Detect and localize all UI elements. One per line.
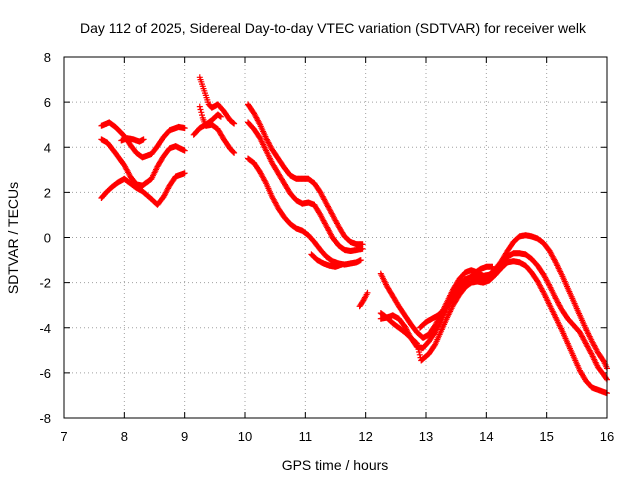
y-tick-label: -4 bbox=[39, 321, 51, 336]
y-tick-label: 4 bbox=[44, 140, 51, 155]
data-point bbox=[415, 346, 422, 353]
data-point bbox=[231, 149, 238, 156]
y-tick-label: -2 bbox=[39, 276, 51, 291]
series-track-3 bbox=[98, 170, 188, 208]
y-tick-label: 6 bbox=[44, 95, 51, 110]
data-point bbox=[181, 147, 188, 154]
x-tick-label: 14 bbox=[479, 429, 493, 444]
x-tick-label: 11 bbox=[299, 429, 313, 444]
data-point bbox=[603, 375, 610, 382]
series-track-10 bbox=[245, 155, 364, 268]
x-tick-label: 10 bbox=[238, 429, 252, 444]
data-point bbox=[231, 120, 238, 127]
series-track-16 bbox=[417, 263, 496, 331]
data-point bbox=[217, 113, 224, 120]
series-track-11 bbox=[308, 251, 345, 270]
series-track-5 bbox=[196, 74, 238, 127]
x-tick-label: 16 bbox=[600, 429, 614, 444]
data-point bbox=[413, 339, 420, 346]
series-track-12 bbox=[356, 289, 371, 310]
y-axis-label: SDTVAR / TECUs bbox=[5, 182, 21, 294]
x-tick-label: 13 bbox=[419, 429, 433, 444]
data-points bbox=[98, 74, 610, 397]
data-point bbox=[416, 351, 423, 358]
data-point bbox=[414, 343, 421, 350]
y-tick-label: 8 bbox=[44, 50, 51, 65]
series-track-15 bbox=[377, 258, 610, 397]
y-tick-label: 2 bbox=[44, 185, 51, 200]
x-tick-label: 9 bbox=[181, 429, 188, 444]
data-point bbox=[416, 349, 423, 355]
y-tick-label: -8 bbox=[39, 411, 51, 426]
series-track-4 bbox=[118, 135, 147, 145]
data-point bbox=[338, 261, 345, 268]
x-tick-label: 7 bbox=[60, 429, 67, 444]
data-point bbox=[198, 109, 205, 116]
data-point bbox=[181, 125, 188, 132]
data-point bbox=[197, 106, 204, 113]
x-tick-label: 15 bbox=[539, 429, 553, 444]
data-point bbox=[140, 136, 147, 143]
data-point bbox=[359, 245, 366, 252]
chart-title: Day 112 of 2025, Sidereal Day-to-day VTE… bbox=[80, 20, 587, 36]
data-point bbox=[230, 149, 237, 156]
data-point bbox=[196, 103, 203, 110]
data-point bbox=[364, 289, 371, 296]
data-point bbox=[181, 170, 188, 177]
series-track-9 bbox=[245, 119, 366, 254]
x-axis-label: GPS time / hours bbox=[282, 457, 389, 473]
x-tick-label: 12 bbox=[358, 429, 372, 444]
series-track-2 bbox=[98, 136, 188, 189]
y-tick-label: 0 bbox=[44, 231, 51, 246]
x-tick-label: 8 bbox=[121, 429, 128, 444]
axis-ticks: 7 8 9 10 11 12 13 14 15 16 -8 -6 -4 -2 0 2 4 6 8 bbox=[39, 50, 614, 444]
plot-frame bbox=[63, 56, 608, 419]
data-point bbox=[413, 340, 420, 347]
data-point bbox=[489, 263, 496, 270]
series-track-13 bbox=[377, 232, 610, 372]
y-tick-label: -6 bbox=[39, 366, 51, 381]
data-point bbox=[256, 120, 263, 127]
series-track-7 bbox=[190, 111, 224, 138]
data-point bbox=[357, 257, 364, 264]
data-point bbox=[199, 112, 205, 119]
data-point bbox=[217, 113, 224, 120]
series-track-6 bbox=[196, 103, 238, 156]
